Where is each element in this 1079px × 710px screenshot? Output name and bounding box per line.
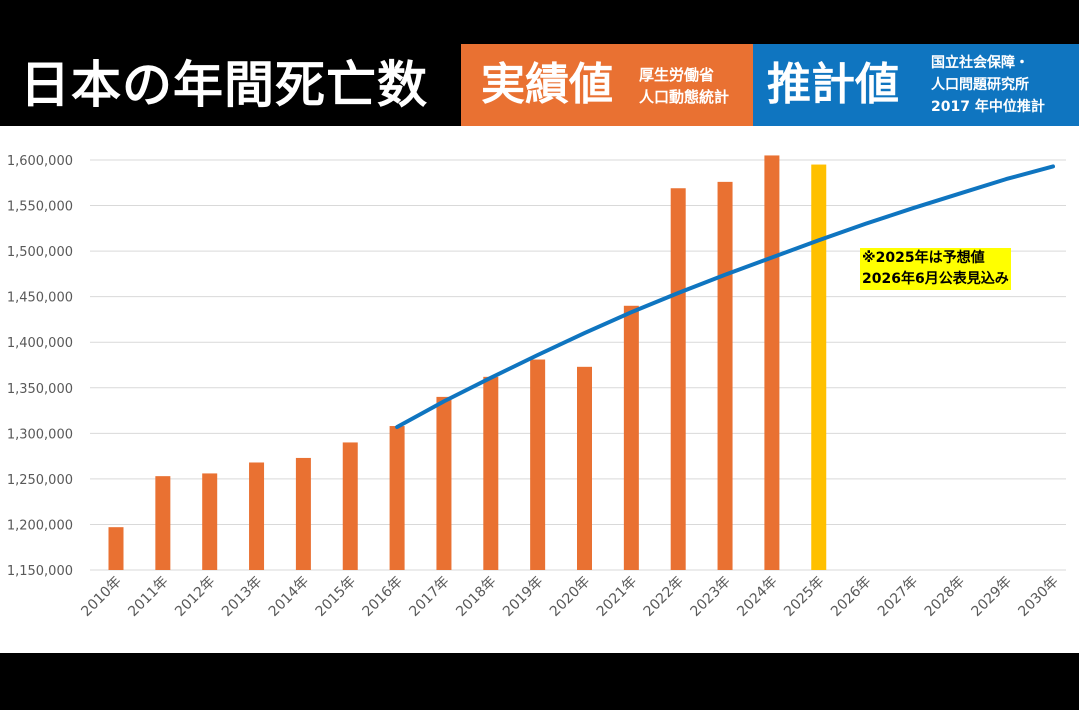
bar-actual (764, 155, 780, 570)
bar-actual (155, 476, 171, 570)
x-tick-label: 2017年 (406, 574, 452, 620)
projection-source-line3: 2017 年中位推計 (931, 99, 1045, 115)
bar-actual (108, 527, 124, 570)
y-tick-label: 1,250,000 (7, 473, 73, 488)
bar-actual (623, 305, 639, 570)
x-tick-label: 2025年 (781, 574, 827, 620)
y-tick-label: 1,600,000 (7, 154, 73, 169)
projection-line (395, 164, 1055, 429)
actual-legend-box: 実績値 厚生労働省 人口動態統計 (461, 44, 753, 126)
projection-source-line2: 人口問題研究所 (931, 77, 1029, 93)
projection-legend-box: 推計値 国立社会保障・ 人口問題研究所 2017 年中位推計 (753, 44, 1079, 126)
x-tick-label: 2021年 (594, 574, 640, 620)
x-tick-label: 2030年 (1015, 574, 1061, 620)
x-tick-label: 2016年 (360, 574, 406, 620)
y-tick-label: 1,550,000 (7, 200, 73, 215)
bar-actual (436, 396, 452, 570)
bar-actual (202, 473, 218, 570)
estimate-note: ※2025年は予想値 2026年6月公表見込み (860, 248, 1011, 290)
x-tick-label: 2029年 (969, 574, 1015, 620)
bar-actual (295, 457, 311, 570)
bar-actual (389, 426, 405, 570)
bar-estimate (811, 164, 827, 571)
bar-actual (483, 376, 499, 570)
projection-label: 推計値 (767, 59, 899, 110)
x-tick-label: 2011年 (125, 574, 171, 620)
y-tick-label: 1,350,000 (7, 382, 73, 397)
chart-title: 日本の年間死亡数 (0, 44, 461, 126)
projection-source-line1: 国立社会保障・ (931, 55, 1029, 71)
header: 日本の年間死亡数 実績値 厚生労働省 人口動態統計 推計値 国立社会保障・ 人口… (0, 44, 1079, 126)
actual-source-line2: 人口動態統計 (639, 88, 730, 106)
actual-source: 厚生労働省 人口動態統計 (639, 64, 729, 108)
estimate-note-line1: ※2025年は予想値 (862, 250, 985, 266)
x-tick-label: 2012年 (172, 574, 218, 620)
x-tick-label: 2022年 (641, 574, 687, 620)
actual-label: 実績値 (481, 59, 613, 110)
x-tick-label: 2020年 (547, 574, 593, 620)
estimate-note-line2: 2026年6月公表見込み (862, 271, 1009, 287)
x-tick-label: 2010年 (78, 574, 124, 620)
bar-actual (670, 188, 686, 570)
projection-source: 国立社会保障・ 人口問題研究所 2017 年中位推計 (931, 52, 1045, 118)
x-tick-label: 2019年 (500, 574, 546, 620)
x-tick-label: 2013年 (219, 574, 265, 620)
x-tick-label: 2028年 (922, 574, 968, 620)
x-tick-label: 2023年 (687, 574, 733, 620)
actual-source-line1: 厚生労働省 (639, 66, 715, 84)
y-tick-label: 1,450,000 (7, 291, 73, 306)
x-tick-label: 2026年 (828, 574, 874, 620)
x-tick-label: 2024年 (734, 574, 780, 620)
y-tick-label: 1,150,000 (7, 564, 73, 579)
y-tick-label: 1,400,000 (7, 336, 73, 351)
bar-actual (717, 181, 733, 570)
y-tick-label: 1,200,000 (7, 518, 73, 533)
bar-actual (577, 366, 592, 570)
x-tick-label: 2014年 (266, 574, 312, 620)
x-tick-label: 2015年 (313, 574, 359, 620)
y-tick-label: 1,300,000 (7, 427, 73, 442)
bar-actual (249, 462, 265, 570)
y-tick-label: 1,500,000 (7, 245, 73, 260)
bar-actual (530, 359, 546, 570)
bar-actual (342, 442, 358, 570)
x-tick-label: 2018年 (453, 574, 499, 620)
x-tick-label: 2027年 (875, 574, 921, 620)
